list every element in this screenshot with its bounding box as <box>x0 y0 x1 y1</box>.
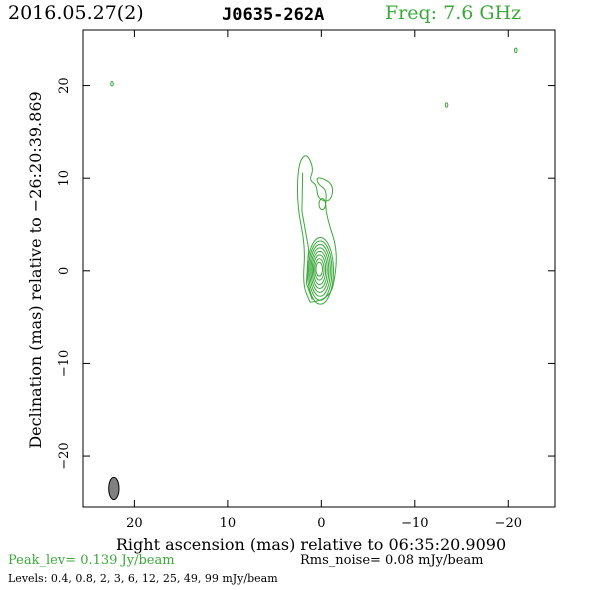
core-contour <box>309 243 331 297</box>
beam-shape <box>108 476 120 501</box>
noise-speck <box>444 102 449 108</box>
y-tick-label: 0 <box>57 267 72 275</box>
core-contour <box>312 254 327 286</box>
y-tick-label: −10 <box>57 350 72 377</box>
y-axis-label: Declination (mas) relative to −26:20:39.… <box>26 91 45 448</box>
jet-contour-inner <box>301 172 313 300</box>
contour-lines <box>110 47 518 305</box>
core-contour <box>311 250 328 289</box>
y-tick-labels: 20 10 0 −10 −20 <box>57 77 72 469</box>
y-tick-label: 10 <box>57 170 72 187</box>
x-tick-label: 20 <box>126 516 143 531</box>
jet-contour <box>296 155 337 303</box>
core-contour <box>315 261 323 277</box>
source-name: J0635-262A <box>222 5 325 25</box>
plot-frame <box>82 29 556 508</box>
contour-levels: Levels: 0.4, 0.8, 2, 3, 6, 12, 25, 49, 9… <box>8 572 278 585</box>
x-axis-label: Right ascension (mas) relative to 06:35:… <box>116 535 506 554</box>
x-tick-label: −20 <box>495 516 522 531</box>
beam-ellipse <box>108 476 120 501</box>
x-tick-label: 0 <box>317 516 325 531</box>
noise-speck <box>110 81 114 87</box>
y-tick-label: −20 <box>57 442 72 469</box>
x-tick-label: 10 <box>220 516 237 531</box>
core-contour <box>314 258 325 281</box>
rms-noise: Rms_noise= 0.08 mJy/beam <box>300 553 484 568</box>
axis-ticks <box>83 30 555 507</box>
jet-blob-contour <box>318 198 327 211</box>
frequency-label: Freq: 7.6 GHz <box>385 2 522 24</box>
x-tick-label: −10 <box>401 516 428 531</box>
x-tick-labels: 20 10 0 −10 −20 <box>126 516 522 531</box>
y-tick-label: 20 <box>57 77 72 94</box>
peak-level: Peak_lev= 0.139 Jy/beam <box>8 553 175 568</box>
noise-speck <box>514 47 518 54</box>
epoch-date: 2016.05.27(2) <box>8 2 144 24</box>
core-contour <box>310 247 330 293</box>
